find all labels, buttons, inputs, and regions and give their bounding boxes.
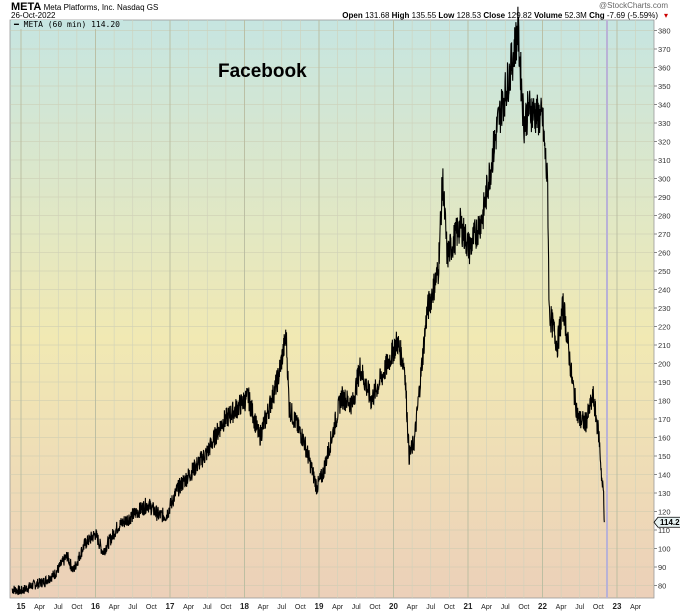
chart-date: 26-Oct-2022: [11, 11, 56, 20]
exchange: Nasdaq GS: [116, 3, 159, 12]
x-tick-label: Oct: [369, 604, 380, 611]
chg-value: -7.69 (-5.59%): [606, 11, 658, 20]
low-label: Low: [438, 11, 455, 20]
x-tick-label: Jul: [426, 604, 435, 611]
y-tick-label: 310: [658, 156, 671, 165]
x-tick-label: Oct: [71, 604, 82, 611]
y-tick-label: 240: [658, 286, 671, 295]
open-label: Open: [342, 11, 363, 20]
high-value: 135.55: [411, 11, 437, 20]
low-value: 128.53: [456, 11, 482, 20]
x-tick-label: 15: [17, 602, 26, 611]
y-tick-label: 300: [658, 175, 671, 184]
x-tick-label: 23: [613, 602, 622, 611]
x-tick-label: Apr: [34, 604, 46, 611]
y-tick-label: 120: [658, 508, 671, 517]
y-tick-label: 220: [658, 323, 671, 332]
symbol: META: [11, 1, 42, 13]
y-tick-label: 360: [658, 64, 671, 73]
y-tick-label: 340: [658, 101, 671, 110]
chg-label: Chg: [589, 11, 605, 20]
quote-bar: Open 131.68 High 135.55 Low 128.53 Close…: [342, 11, 658, 20]
x-tick-label: Jul: [277, 604, 286, 611]
x-tick-label: Oct: [295, 604, 306, 611]
x-tick-label: Oct: [220, 604, 231, 611]
x-tick-label: Jul: [575, 604, 584, 611]
x-tick-label: 21: [464, 602, 473, 611]
x-tick-label: Oct: [518, 604, 529, 611]
y-tick-label: 200: [658, 360, 671, 369]
copyright: @StockCharts.com: [598, 1, 668, 10]
x-tick-label: Oct: [593, 604, 604, 611]
plot-area: [9, 19, 655, 599]
x-tick-label: 19: [315, 602, 324, 611]
x-tick-label: Oct: [146, 604, 157, 611]
y-tick-label: 190: [658, 378, 671, 387]
x-tick-label: Apr: [407, 604, 419, 611]
x-tick-label: Jul: [54, 604, 63, 611]
x-tick-label: Jul: [128, 604, 137, 611]
x-tick-label: 18: [240, 602, 249, 611]
volume-value: 52.3M: [564, 11, 587, 20]
x-tick-label: Apr: [183, 604, 195, 611]
legend: ━ META (60 min) 114.20: [11, 20, 123, 29]
symbol-info: META Meta Platforms, Inc. Nasdaq GS: [11, 1, 158, 13]
y-tick-label: 370: [658, 45, 671, 54]
x-tick-label: Oct: [444, 604, 455, 611]
x-tick-label: Apr: [481, 604, 493, 611]
y-tick-label: 130: [658, 489, 671, 498]
open-value: 131.68: [364, 11, 390, 20]
x-tick-label: Jul: [203, 604, 212, 611]
y-tick-label: 280: [658, 212, 671, 221]
y-tick-label: 100: [658, 545, 671, 554]
close-label: Close: [483, 11, 506, 20]
company-name: Meta Platforms, Inc.: [43, 3, 115, 12]
y-tick-label: 110: [658, 526, 670, 535]
y-tick-label: 210: [658, 341, 671, 350]
y-tick-label: 80: [658, 582, 666, 591]
y-tick-label: 290: [658, 193, 671, 202]
y-tick-label: 230: [658, 304, 671, 313]
y-tick-label: 160: [658, 434, 671, 443]
x-tick-label: Apr: [109, 604, 121, 611]
y-tick-label: 330: [658, 119, 671, 128]
x-tick-label: 16: [91, 602, 100, 611]
y-tick-label: 250: [658, 267, 671, 276]
x-tick-label: 20: [389, 602, 398, 611]
chart-title: Facebook: [218, 61, 307, 82]
legend-label: META (60 min) 114.20: [23, 20, 120, 29]
y-tick-label: 140: [658, 471, 671, 480]
y-tick-label: 320: [658, 138, 671, 147]
y-tick-label: 260: [658, 249, 671, 258]
down-arrow-icon: ▾: [663, 11, 668, 20]
y-tick-label: 150: [658, 452, 671, 461]
x-tick-label: Apr: [332, 604, 344, 611]
close-value: 129.82: [507, 11, 532, 20]
y-tick-label: 90: [658, 563, 666, 572]
x-tick-label: Apr: [556, 604, 568, 611]
last-price-tag: [653, 516, 680, 528]
y-tick-label: 350: [658, 82, 671, 91]
x-tick-label: Jul: [501, 604, 510, 611]
high-label: High: [391, 11, 410, 20]
x-tick-label: 17: [166, 602, 175, 611]
volume-label: Volume: [534, 11, 563, 20]
x-tick-label: Apr: [630, 604, 642, 611]
y-tick-label: 170: [658, 415, 671, 424]
legend-line-icon: ━: [14, 20, 19, 29]
x-tick-label: Apr: [258, 604, 270, 611]
y-tick-label: 380: [658, 27, 671, 36]
x-tick-label: Jul: [352, 604, 361, 611]
y-tick-label: 270: [658, 230, 671, 239]
last-price-label: 114.20: [660, 518, 680, 527]
price-line: [11, 6, 605, 596]
x-tick-label: 22: [538, 602, 547, 611]
y-tick-label: 180: [658, 397, 671, 406]
